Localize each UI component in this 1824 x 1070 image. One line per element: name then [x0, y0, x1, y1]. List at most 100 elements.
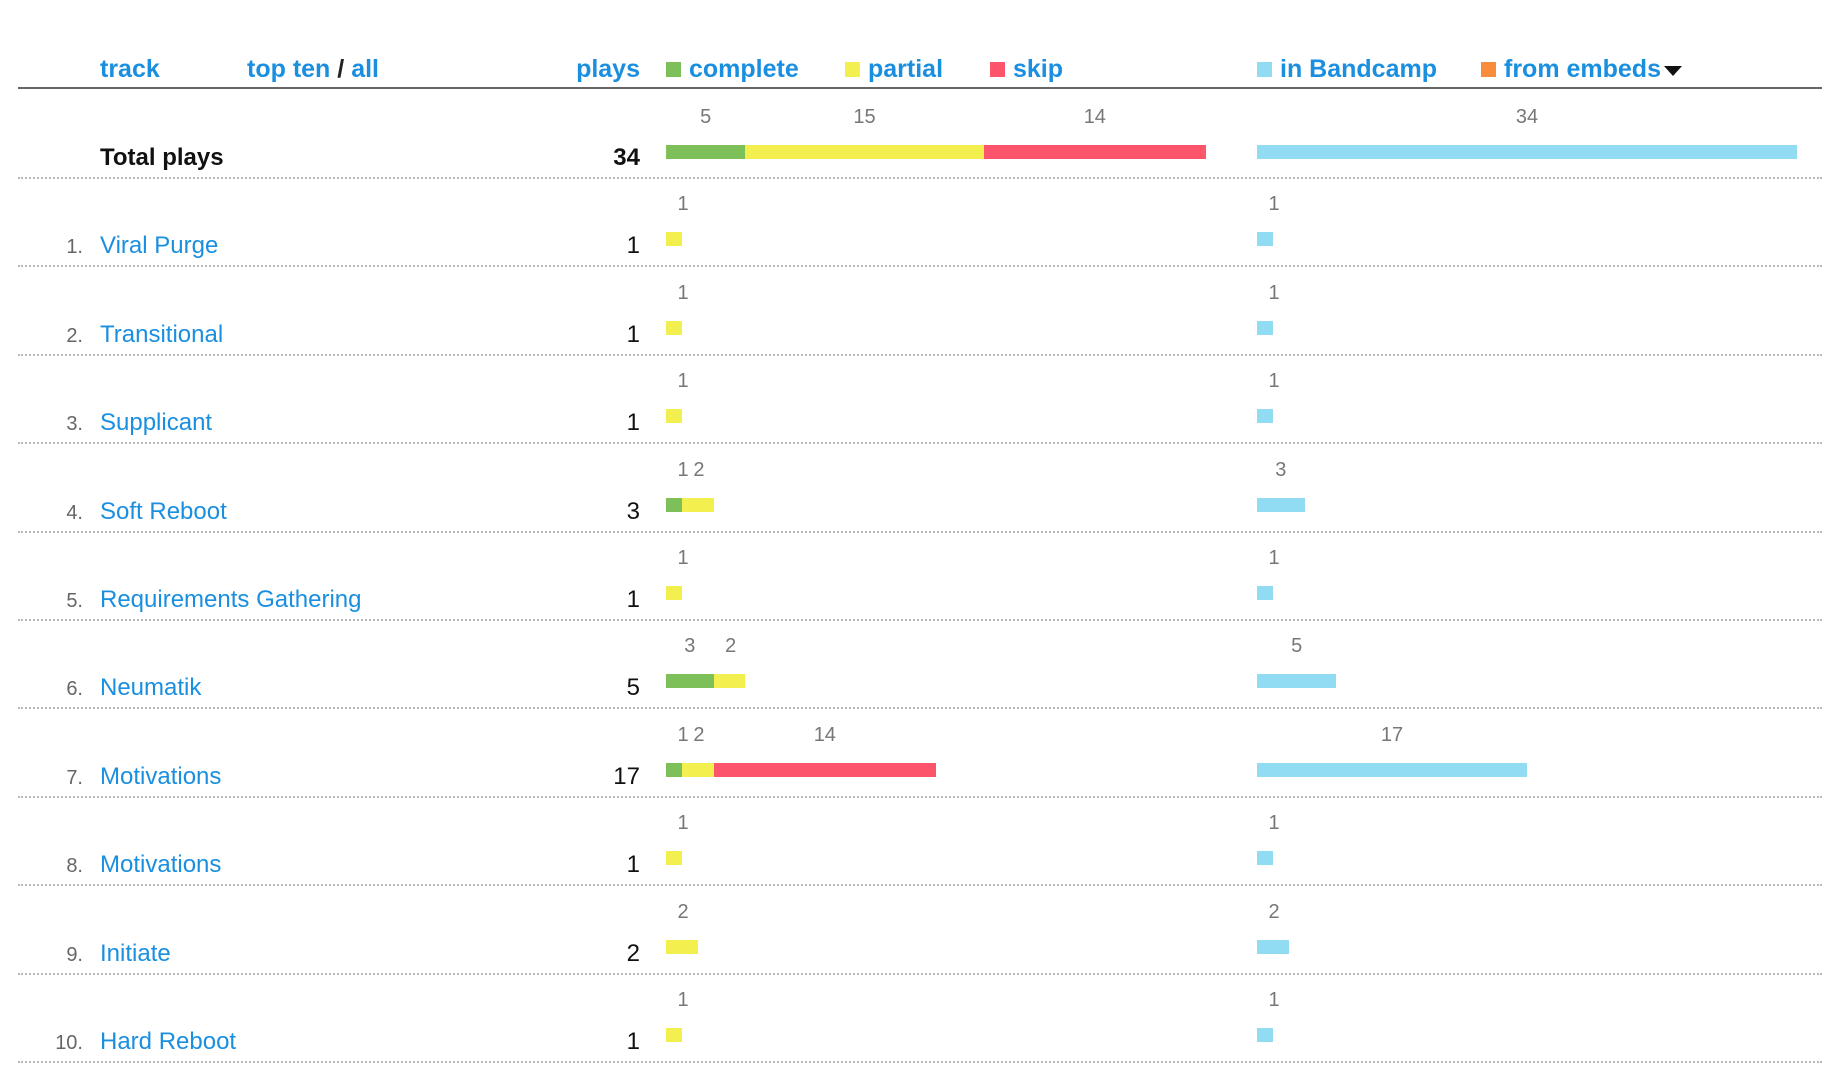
in-bandcamp-bar-segment [1257, 851, 1273, 866]
track-plays-count: 1 [626, 409, 640, 437]
in-bandcamp-value-label: 1 [1268, 370, 1280, 393]
row-divider [18, 972, 1822, 975]
all-link[interactable]: all [351, 55, 379, 83]
track-rank: 7. [66, 766, 83, 789]
partial-value-label: 1 [677, 193, 689, 216]
partial-bar-segment [666, 1028, 682, 1042]
partial-bar-segment [681, 762, 714, 777]
in-bandcamp-bar-segment [1257, 939, 1289, 954]
track-rank: 2. [66, 324, 83, 347]
complete-legend-label[interactable]: complete [689, 55, 799, 83]
row-divider [18, 707, 1822, 710]
track-name-link[interactable]: Soft Reboot [100, 497, 227, 525]
in-bandcamp-value-label: 5 [1291, 635, 1303, 658]
partial-value-label: 1 [677, 812, 689, 835]
row-divider [18, 795, 1822, 798]
partial-bar-segment [666, 851, 682, 866]
partial-value-label: 1 [677, 370, 689, 393]
top-ten-all-toggle: top ten / all [247, 54, 379, 84]
partial-value-label: 1 [677, 281, 689, 304]
row-divider [18, 265, 1822, 268]
in-bandcamp-bar-segment [1257, 232, 1273, 247]
in-bandcamp-value-label: 1 [1268, 193, 1280, 216]
from-embeds-legend-label[interactable]: from embeds [1504, 55, 1661, 83]
in-bandcamp-value-label: 1 [1268, 989, 1280, 1011]
track-plays-count: 3 [626, 497, 640, 525]
in-bandcamp-bar-segment [1257, 497, 1305, 512]
partial-value-label: 1 [677, 547, 689, 569]
track-name-link[interactable]: Motivations [100, 851, 222, 879]
partial-value-label: 2 [725, 635, 737, 658]
in-bandcamp-legend-label[interactable]: in Bandcamp [1280, 55, 1437, 83]
track-rank: 4. [66, 501, 83, 524]
partial-value-label: 15 [853, 106, 876, 128]
row-divider [18, 619, 1822, 621]
in-bandcamp-bar-segment [1257, 409, 1273, 424]
track-rank: 9. [66, 943, 83, 966]
track-plays-count: 5 [626, 674, 640, 702]
row-divider [18, 1061, 1822, 1063]
plays-column-header[interactable]: plays [576, 55, 640, 83]
track-plays-count: 1 [626, 586, 640, 613]
track-name-link[interactable]: Motivations [100, 762, 222, 790]
complete-value-label: 1 [677, 723, 689, 746]
partial-value-label: 1 [677, 989, 689, 1011]
partial-legend-swatch [845, 62, 860, 77]
in-bandcamp-value-label: 1 [1268, 547, 1280, 569]
complete-legend-swatch [666, 62, 681, 77]
skip-value-label: 14 [813, 723, 836, 746]
in-bandcamp-value-label: 2 [1268, 900, 1280, 923]
skip-bar-segment [983, 145, 1206, 159]
in-bandcamp-bar-segment [1257, 762, 1527, 777]
row-divider [18, 353, 1822, 356]
track-rank: 6. [66, 678, 83, 701]
top-ten-link[interactable]: top ten [247, 55, 331, 83]
row-divider [18, 442, 1822, 445]
complete-bar-segment [666, 145, 746, 159]
track-plays-count: 1 [626, 232, 640, 260]
caret-down-icon[interactable] [1664, 66, 1682, 76]
partial-bar-segment [666, 232, 682, 247]
partial-value-label: 2 [693, 723, 705, 746]
in-bandcamp-bar-segment [1257, 674, 1337, 689]
header-divider [18, 87, 1822, 89]
track-name-link[interactable]: Supplicant [100, 409, 213, 437]
track-rank: 1. [66, 236, 83, 259]
complete-bar-segment [666, 762, 682, 777]
top-ten-all-separator: / [337, 55, 345, 83]
partial-value-label: 2 [693, 458, 705, 481]
skip-legend-label[interactable]: skip [1013, 55, 1064, 83]
track-plays-count: 1 [626, 851, 640, 879]
partial-value-label: 2 [677, 900, 689, 923]
track-name-link[interactable]: Hard Reboot [100, 1028, 237, 1055]
total-plays-count: 34 [613, 144, 640, 171]
partial-bar-segment [666, 409, 682, 424]
skip-value-label: 14 [1083, 106, 1106, 128]
in-bandcamp-value-label: 17 [1380, 723, 1404, 746]
partial-legend-label[interactable]: partial [868, 55, 944, 83]
track-rank: 5. [66, 590, 83, 612]
track-column-header[interactable]: track [100, 55, 160, 83]
partial-bar-segment [666, 586, 682, 600]
total-row-divider [18, 177, 1822, 179]
in-bandcamp-value-label: 1 [1268, 281, 1280, 304]
track-name-link[interactable]: Transitional [100, 320, 224, 348]
track-name-link[interactable]: Requirements Gathering [100, 586, 362, 613]
track-name-link[interactable]: Viral Purge [100, 232, 219, 260]
partial-bar-segment [666, 320, 682, 335]
row-divider [18, 530, 1822, 533]
track-plays-count: 1 [626, 320, 640, 348]
track-plays-count: 1 [626, 1028, 640, 1055]
partial-bar-segment [745, 145, 984, 159]
partial-bar-segment [666, 939, 698, 954]
in-bandcamp-bar-segment [1257, 320, 1273, 335]
track-name-link[interactable]: Initiate [100, 939, 171, 967]
track-rank: 8. [66, 855, 83, 878]
track-name-link[interactable]: Neumatik [100, 674, 202, 702]
complete-bar-segment [666, 674, 714, 689]
track-rank: 3. [66, 413, 83, 436]
row-divider [18, 884, 1822, 887]
complete-bar-segment [666, 497, 682, 512]
skip-legend-swatch [990, 62, 1005, 77]
